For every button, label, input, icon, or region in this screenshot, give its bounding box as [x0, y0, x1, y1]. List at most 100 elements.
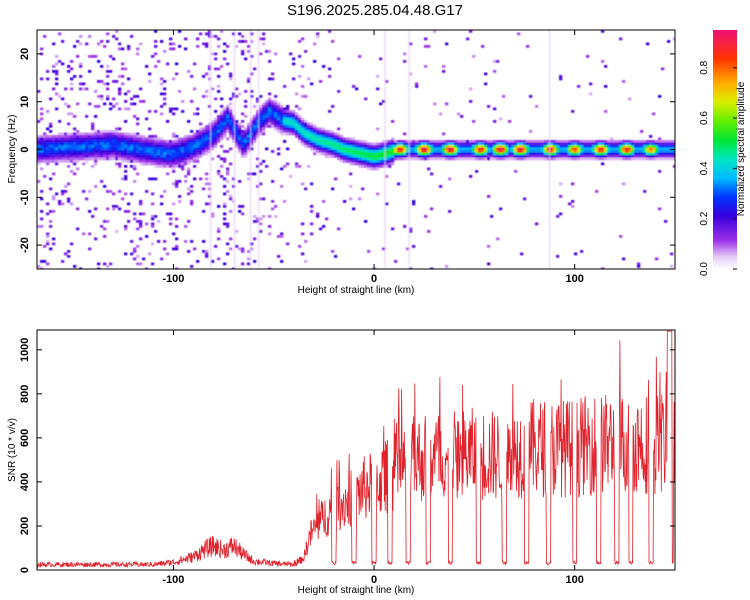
- spectrogram-cell: [583, 147, 587, 151]
- spectrogram-cell: [73, 152, 77, 156]
- spectrogram-cell: [46, 232, 50, 236]
- spectrogram-cell: [490, 152, 494, 156]
- spectrogram-cell: [379, 150, 383, 153]
- spectrogram-cell: [97, 95, 101, 98]
- spectrogram-cell: [223, 212, 227, 216]
- spectrogram-cell: [562, 155, 566, 158]
- spectrogram-cell: [637, 147, 641, 151]
- spectrogram-cell: [121, 155, 125, 158]
- spectrogram-cell: [337, 127, 341, 131]
- spectrogram-cell: [304, 142, 308, 146]
- spectrogram-cell: [61, 152, 65, 156]
- spectrogram-cell: [178, 140, 182, 143]
- spectrogram-cell: [373, 162, 377, 166]
- spectrogram-cell: [346, 137, 350, 141]
- spectrogram-cell: [358, 145, 362, 148]
- spectrogram-cell: [235, 127, 239, 131]
- spectrogram-cell: [67, 200, 71, 203]
- spectrogram-cell: [274, 127, 278, 131]
- spectrogram-cell: [76, 130, 80, 133]
- spectrogram-cell: [367, 147, 371, 151]
- spectrogram-cell: [331, 150, 335, 153]
- spectrogram-cell: [49, 247, 53, 251]
- spectrogram-cell: [214, 117, 218, 121]
- spectrogram-cell: [316, 215, 320, 218]
- spectrogram-cell: [355, 140, 359, 143]
- spectrogram-cell: [301, 65, 305, 68]
- spectrogram-cell: [346, 150, 350, 153]
- spectrogram-cell: [70, 145, 74, 148]
- spectrogram-cell: [175, 237, 179, 241]
- spectrogram-cell: [136, 150, 140, 153]
- spectrogram-cell: [271, 110, 275, 113]
- spectrogram-cell: [352, 155, 356, 158]
- spectrogram-cell: [238, 92, 242, 96]
- spectrogram-cell: [334, 147, 338, 151]
- spectrogram-cell: [610, 145, 614, 148]
- spectrogram-cell: [265, 165, 269, 168]
- spectrogram-cell: [136, 147, 140, 151]
- spectrogram-cell: [100, 180, 104, 183]
- spectrogram-cell: [52, 210, 56, 213]
- spectrogram-cell: [91, 140, 95, 143]
- spectrogram-cell: [49, 145, 53, 148]
- spectrogram-cell: [295, 162, 299, 166]
- spectrogram-cell: [661, 155, 665, 158]
- spectrogram-cell: [388, 150, 392, 153]
- spectrogram-cell: [94, 207, 98, 211]
- spectrogram-cell: [664, 155, 668, 158]
- spectrogram-cell: [553, 147, 557, 151]
- spectrogram-cell: [628, 97, 632, 101]
- spectrogram-cell: [340, 157, 344, 161]
- spectrogram-cell: [646, 152, 650, 156]
- spectrogram-cell: [160, 165, 164, 168]
- spectrogram-cell: [385, 162, 389, 166]
- spectrogram-cell: [226, 107, 230, 111]
- spectrogram-cell: [139, 220, 143, 223]
- spectrogram-cell: [664, 220, 668, 223]
- spectrogram-cell: [142, 157, 146, 161]
- spectrogram-cell: [211, 127, 215, 131]
- spectrogram-cell: [376, 152, 380, 156]
- spectrogram-cell: [109, 190, 113, 193]
- spectrogram-cell: [304, 130, 308, 133]
- spectrogram-cell: [226, 130, 230, 133]
- spectrogram-cell: [328, 142, 332, 146]
- spectrogram-cell: [241, 112, 245, 116]
- spectrogram-cell: [235, 140, 239, 143]
- spectrogram-cell: [553, 145, 557, 148]
- spectrogram-cell: [205, 45, 209, 48]
- spectrogram-cell: [502, 147, 506, 151]
- spectrogram-cell: [211, 260, 215, 263]
- spectrogram-cell: [541, 145, 545, 148]
- spectrogram-cell: [370, 155, 374, 158]
- spectrogram-cell: [190, 202, 194, 206]
- spectrogram-cell: [229, 237, 233, 241]
- spectrogram-cell: [415, 145, 419, 148]
- spectrogram-cell: [226, 225, 230, 228]
- spectrogram-cell: [358, 162, 362, 166]
- spectrogram-cell: [247, 130, 251, 133]
- spectrogram-cell: [52, 197, 56, 201]
- spectrogram-cell: [511, 157, 515, 161]
- spectrogram-cell: [619, 235, 623, 238]
- spectrogram-cell: [517, 152, 521, 156]
- spectrogram-cell: [97, 155, 101, 158]
- spectrogram-cell: [589, 155, 593, 158]
- spectrogram-cell: [61, 137, 65, 141]
- spectrogram-cell: [331, 105, 335, 108]
- spectrogram-cell: [526, 155, 530, 158]
- spectrogram-cell: [70, 147, 74, 151]
- spectrogram-cell: [412, 155, 416, 158]
- spectrogram-cell: [319, 227, 323, 231]
- spectrogram-cell: [37, 152, 41, 156]
- spectrogram-cell: [598, 150, 602, 153]
- spectrogram-cell: [307, 127, 311, 131]
- spectrogram-cell: [544, 147, 548, 151]
- spectrogram-cell: [166, 252, 170, 256]
- spectrogram-cell: [121, 150, 125, 153]
- spectrogram-cell: [268, 120, 272, 123]
- spectrogram-cell: [403, 150, 407, 153]
- spectrogram-cell: [622, 182, 626, 186]
- spectrogram-cell: [271, 117, 275, 121]
